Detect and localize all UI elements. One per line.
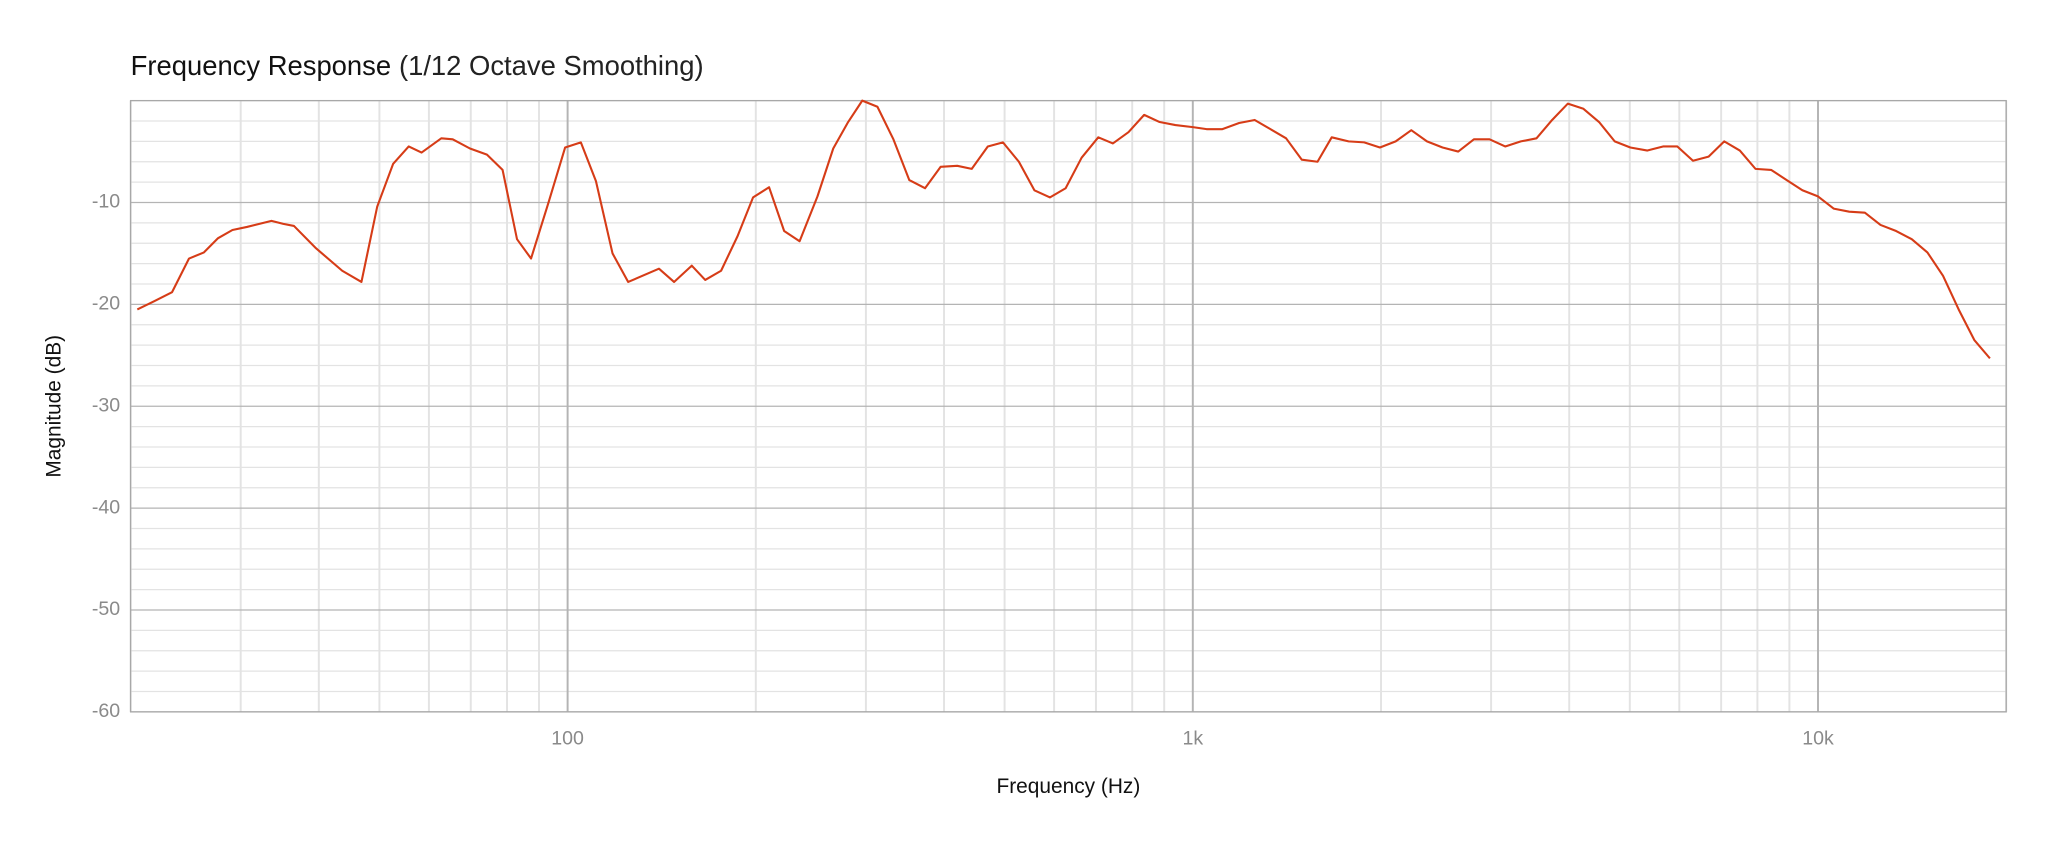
response-line: [136, 99, 1991, 360]
y-tick-label: -40: [92, 496, 120, 518]
x-tick-label: 1k: [1182, 727, 1203, 749]
x-tick-label: 100: [551, 727, 584, 749]
x-tick-label: 10k: [1802, 727, 1834, 749]
subtitle: (1/12 Octave Smoothing): [399, 50, 704, 81]
y-tick-label: -30: [92, 394, 120, 416]
y-tick-label: -60: [92, 700, 120, 722]
title: Frequency Response: [131, 50, 392, 81]
chart-title: Frequency Response (1/12 Octave Smoothing…: [131, 50, 704, 81]
y-tick-label: -20: [92, 293, 120, 315]
y-tick-label: -10: [92, 191, 120, 213]
y-tick-label: -50: [92, 598, 120, 620]
plot-border: [129, 99, 2007, 713]
x-axis-label: Frequency (Hz): [996, 775, 1140, 798]
y-axis-label: Magnitude (dB): [42, 335, 65, 478]
